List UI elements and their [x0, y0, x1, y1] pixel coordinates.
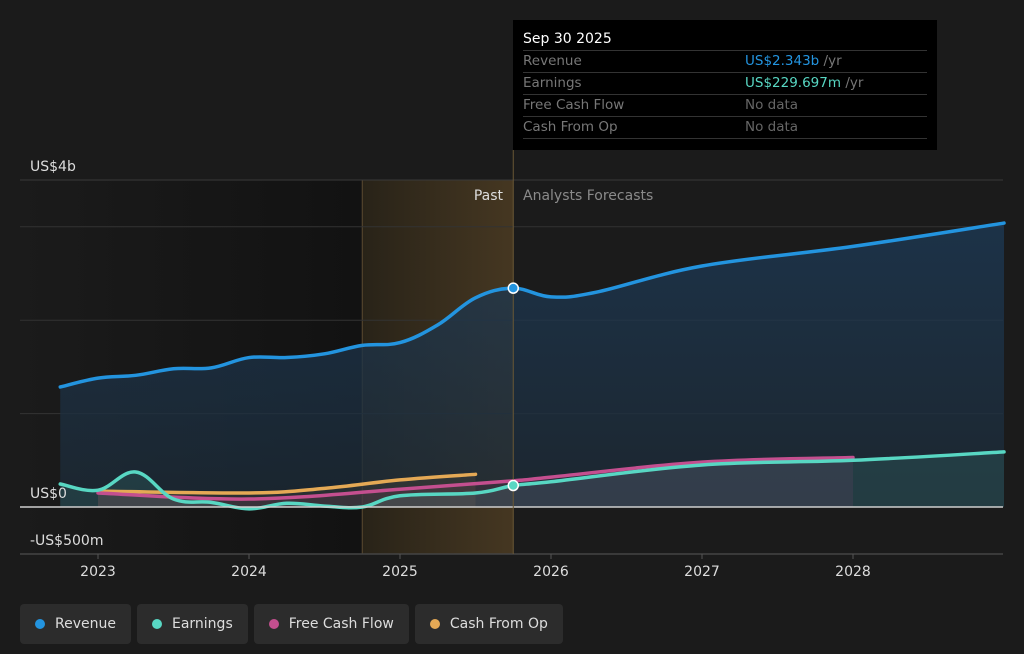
legend-item-cash-from-op[interactable]: Cash From Op — [414, 604, 563, 644]
x-tick-label: 2027 — [684, 564, 720, 580]
tooltip-row-fcf: Free Cash Flow No data — [523, 95, 927, 117]
cash-from-op-line — [96, 472, 478, 495]
legend: Revenue Earnings Free Cash Flow Cash Fro… — [20, 604, 563, 644]
revenue-line — [58, 221, 1006, 389]
tooltip-value: US$2.343b — [745, 53, 820, 69]
tooltip-unit: /yr — [819, 53, 842, 69]
earnings-line — [58, 450, 1006, 511]
legend-item-earnings[interactable]: Earnings — [136, 604, 248, 644]
legend-item-revenue[interactable]: Revenue — [20, 604, 131, 644]
tooltip-unit: /yr — [841, 75, 864, 91]
tooltip-label: Free Cash Flow — [523, 97, 625, 113]
legend-item-free-cash-flow[interactable]: Free Cash Flow — [253, 604, 409, 644]
earnings-area — [60, 451, 1004, 509]
legend-label: Free Cash Flow — [288, 616, 394, 632]
forecast-label: Analysts Forecasts — [523, 188, 653, 204]
tooltip-row-cfo: Cash From Op No data — [523, 117, 927, 139]
legend-label: Cash From Op — [449, 616, 548, 632]
tooltip-row-earnings: Earnings US$229.697m /yr — [523, 73, 927, 95]
y-tick-label-top: US$4b — [30, 159, 76, 175]
tooltip-row-revenue: Revenue US$2.343b /yr — [523, 51, 927, 73]
revenue-dot-icon — [35, 619, 45, 629]
earnings-dot-icon — [151, 619, 162, 629]
tooltip-value: No data — [745, 97, 799, 113]
tooltip: Sep 30 2025 Revenue US$2.343b /yr Earnin… — [513, 20, 937, 150]
tooltip-date: Sep 30 2025 — [523, 28, 927, 51]
x-tick-label: 2025 — [382, 564, 418, 580]
y-tick-label-negative: -US$500m — [30, 533, 103, 549]
legend-label: Revenue — [55, 616, 116, 632]
tooltip-label: Revenue — [523, 53, 582, 69]
revenue-current-marker — [507, 282, 519, 294]
x-tick-label: 2023 — [80, 564, 116, 580]
chart: US$4b US$0 -US$500m Past Analysts Foreca… — [20, 150, 1006, 580]
x-tick-label: 2028 — [835, 564, 871, 580]
tooltip-value: No data — [745, 119, 799, 135]
tooltip-label: Earnings — [523, 75, 582, 91]
x-tick-label: 2024 — [231, 564, 267, 580]
y-tick-label-zero: US$0 — [30, 486, 67, 502]
free-cash-flow-dot-icon — [268, 619, 279, 629]
legend-label: Earnings — [171, 616, 233, 632]
earnings-current-marker — [507, 479, 519, 492]
past-label: Past — [474, 188, 504, 204]
cash-from-op-dot-icon — [429, 619, 440, 629]
x-tick-label: 2026 — [533, 564, 569, 580]
tooltip-label: Cash From Op — [523, 119, 618, 135]
tooltip-value: US$229.697m — [745, 75, 842, 91]
revenue-area — [60, 223, 1004, 507]
